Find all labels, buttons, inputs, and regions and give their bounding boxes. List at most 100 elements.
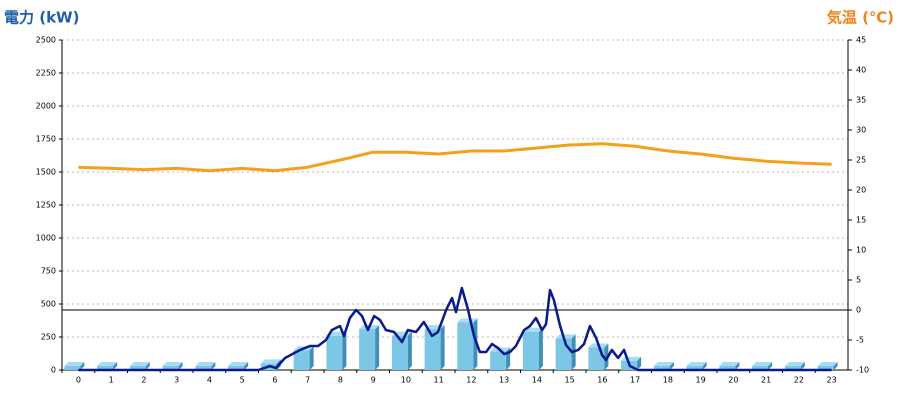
bar-side <box>244 362 249 370</box>
bar-top <box>784 362 805 367</box>
bar <box>424 329 441 370</box>
bar <box>391 335 408 370</box>
line <box>78 286 832 372</box>
x-tick-label: 9 <box>371 376 376 385</box>
bar-side <box>702 362 707 370</box>
y2-tick-label: 30 <box>856 126 866 135</box>
bar-top <box>555 334 576 339</box>
bar <box>719 366 736 370</box>
bar-side <box>669 362 674 370</box>
x-tick-label: 3 <box>174 376 179 385</box>
x-tick-label: 1 <box>109 376 114 385</box>
bar-side <box>800 362 805 370</box>
bar-top <box>686 362 707 367</box>
y-tick-label: 2000 <box>36 102 56 111</box>
x-tick-label: 23 <box>827 376 837 385</box>
y-tick-label: 1000 <box>36 234 56 243</box>
y-tick-label: 0 <box>51 366 56 375</box>
bar <box>588 347 605 370</box>
y2-tick-label: 0 <box>856 306 861 315</box>
x-tick-label: 4 <box>207 376 212 385</box>
x-tick-label: 11 <box>434 376 444 385</box>
bar-top <box>719 362 740 367</box>
bar-top <box>457 318 478 323</box>
bar <box>457 322 474 370</box>
x-tick-label: 14 <box>532 376 542 385</box>
x-tick-label: 16 <box>597 376 607 385</box>
y2-tick-label: -5 <box>856 336 864 345</box>
bar-side <box>309 346 314 370</box>
x-tick-label: 12 <box>466 376 476 385</box>
x-tick-label: 21 <box>761 376 771 385</box>
bar-side <box>637 356 642 370</box>
y2-tick-label: 15 <box>856 216 866 225</box>
x-tick-label: 22 <box>794 376 804 385</box>
bar-top <box>817 362 838 367</box>
bar <box>195 366 212 370</box>
bar-side <box>440 325 445 370</box>
y2-tick-label: 25 <box>856 156 866 165</box>
bar-side <box>80 362 85 370</box>
bar-top <box>64 362 85 367</box>
bar-side <box>113 362 118 370</box>
y-axis-title: 電力 (kW) <box>4 9 79 27</box>
x-tick-label: 10 <box>401 376 411 385</box>
bar-side <box>375 325 380 370</box>
bar-top <box>162 362 183 367</box>
bar-top <box>260 359 281 364</box>
x-tick-label: 13 <box>499 376 509 385</box>
x-tick-label: 7 <box>305 376 310 385</box>
bar-side <box>342 331 347 370</box>
y2-tick-label: 40 <box>856 66 866 75</box>
line <box>78 142 832 173</box>
x-tick-label: 15 <box>565 376 575 385</box>
y2-tick-label: -10 <box>856 366 869 375</box>
bar <box>228 366 245 370</box>
bar-side <box>833 362 838 370</box>
x-tick-label: 19 <box>696 376 706 385</box>
bar <box>162 366 179 370</box>
x-tick-label: 2 <box>141 376 146 385</box>
bar-side <box>473 318 478 370</box>
bar <box>752 366 769 370</box>
bar-top <box>653 362 674 367</box>
bar-side <box>604 343 609 370</box>
y-tick-label: 1250 <box>36 201 56 210</box>
x-tick-label: 17 <box>630 376 640 385</box>
x-tick-label: 0 <box>76 376 81 385</box>
bar <box>817 366 834 370</box>
bar-top <box>228 362 249 367</box>
x-tick-label: 5 <box>240 376 245 385</box>
bar-top <box>752 362 773 367</box>
bar <box>784 366 801 370</box>
bar <box>555 338 572 370</box>
y-tick-label: 1500 <box>36 168 56 177</box>
bar <box>293 350 310 370</box>
y-tick-label: 500 <box>41 300 56 309</box>
bar-side <box>145 362 150 370</box>
bar-side <box>407 331 412 370</box>
bar <box>64 366 81 370</box>
y2-tick-label: 20 <box>856 186 866 195</box>
bar-side <box>768 362 773 370</box>
x-tick-label: 18 <box>663 376 673 385</box>
y-tick-label: 2500 <box>36 36 56 45</box>
y2-tick-label: 35 <box>856 96 866 105</box>
bar-side <box>178 362 183 370</box>
x-tick-label: 20 <box>728 376 738 385</box>
bar-side <box>211 362 216 370</box>
bar <box>97 366 114 370</box>
y2-axis-title: 気温 (℃) <box>827 9 894 27</box>
x-tick-label: 8 <box>338 376 343 385</box>
x-tick-label: 6 <box>272 376 277 385</box>
y-tick-label: 1750 <box>36 135 56 144</box>
bar <box>653 366 670 370</box>
bar <box>359 329 376 370</box>
bar <box>522 331 539 370</box>
bar-top <box>129 362 150 367</box>
bar <box>490 351 507 370</box>
y-tick-label: 750 <box>41 267 56 276</box>
y-tick-label: 2250 <box>36 69 56 78</box>
bar-top <box>195 362 216 367</box>
